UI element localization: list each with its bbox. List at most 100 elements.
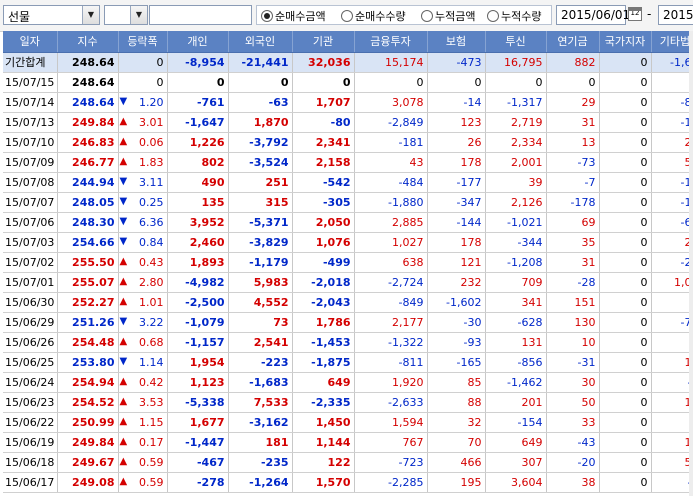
- table-row[interactable]: 15/06/19 249.84 ▲ 0.17 -1,447 181 1,144 767 70 64…: [3, 432, 693, 453]
- table-row[interactable]: 15/07/01 255.07 ▲ 2.80 -4,982 5,983 -2,018 -2,7…: [3, 272, 693, 293]
- retail-cell: 1,954: [167, 352, 229, 373]
- institution-cell-value: 0: [342, 75, 351, 89]
- retail-cell-value: 1,226: [189, 135, 225, 149]
- date-cell: 15/07/03: [3, 232, 58, 253]
- table-row[interactable]: 15/07/03 254.66 ▼ 0.84 2,460 -3,829 1,076 1,027…: [3, 232, 693, 253]
- table-row[interactable]: 15/06/29 251.26 ▼ 3.22 -1,079 73 1,786 2,177 -30…: [3, 312, 693, 333]
- index-cell: 248.64: [57, 52, 119, 73]
- change-cell-value: 0: [156, 55, 164, 69]
- pension-cell: 50: [546, 392, 600, 413]
- retail-cell-value: -1,079: [185, 315, 225, 329]
- insurance-cell-value: 466: [460, 455, 482, 469]
- institution-cell: -1,453: [292, 332, 355, 353]
- col-header[interactable]: 지수: [57, 31, 119, 53]
- col-header[interactable]: 국가지자: [599, 31, 652, 53]
- other-corp-cell: -199: [651, 172, 693, 193]
- table-row[interactable]: 15/06/18 249.67 ▲ 0.59 -467 -235 122 -723 466 307…: [3, 452, 693, 473]
- radio-net-buy-qty[interactable]: 순매수수량: [341, 8, 406, 24]
- insurance-cell-value: 123: [460, 115, 482, 129]
- institution-cell-value: 122: [327, 455, 351, 469]
- col-header[interactable]: 금융투자: [354, 31, 428, 53]
- vertical-scrollbar[interactable]: [689, 31, 693, 496]
- retail-cell-value: 1,677: [189, 415, 225, 429]
- table-row[interactable]: 15/06/26 254.48 ▲ 0.68 -1,157 2,541 -1,453 -1,3…: [3, 332, 693, 353]
- col-header[interactable]: 기타법인: [651, 31, 693, 53]
- financial-invest-cell: -723: [354, 452, 428, 473]
- market-select[interactable]: 선물 ▼: [3, 5, 100, 25]
- table-row[interactable]: 15/06/23 254.52 ▲ 3.53 -5,338 7,533 -2,335 -2,6…: [3, 392, 693, 413]
- col-header[interactable]: 연기금: [546, 31, 600, 53]
- end-date-input[interactable]: 2015/: [658, 5, 693, 25]
- table-row[interactable]: 15/07/14 248.64 ▼ 1.20 -761 -63 1,707 3,078 -14 -…: [3, 92, 693, 113]
- table-row[interactable]: 15/06/17 249.08 ▲ 0.59 -278 -1,264 1,570 -2,285…: [3, 472, 693, 493]
- col-header[interactable]: 보험: [427, 31, 486, 53]
- government-cell-value: 0: [640, 55, 648, 69]
- radio-cumulative-amount[interactable]: 누적금액: [421, 8, 475, 24]
- insurance-cell-value: 121: [460, 255, 482, 269]
- foreign-cell-value: 315: [265, 195, 289, 209]
- start-date-input[interactable]: 2015/06/01: [556, 5, 630, 25]
- date-cell: 15/07/01: [3, 272, 58, 293]
- calendar-icon[interactable]: 12: [628, 7, 642, 21]
- pension-cell-value: 35: [581, 235, 596, 249]
- pension-cell: 0: [546, 72, 600, 93]
- other-corp-cell: 69: [651, 332, 693, 353]
- table-row[interactable]: 15/07/09 246.77 ▲ 1.83 802 -3,524 2,158 43 178 2,…: [3, 152, 693, 173]
- date-cell: 15/07/10: [3, 132, 58, 153]
- insurance-cell-value: -93: [463, 335, 482, 349]
- col-header[interactable]: 외국인: [228, 31, 293, 53]
- investment-trust-cell-value: -1,208: [507, 255, 543, 269]
- radio-net-buy-amount[interactable]: 순매수금액: [261, 8, 326, 24]
- chevron-down-icon[interactable]: ▼: [130, 6, 147, 24]
- summary-row[interactable]: 기간합계 248.64 0 -8,954 -21,441 32,036 15,174 -473…: [3, 52, 693, 73]
- foreign-cell: 5,983: [228, 272, 293, 293]
- financial-invest-cell: 1,027: [354, 232, 428, 253]
- date-cell-value: 기간합계: [5, 56, 46, 69]
- chevron-down-icon[interactable]: ▼: [82, 6, 99, 24]
- institution-cell: 1,786: [292, 312, 355, 333]
- pension-cell-value: 882: [574, 55, 596, 69]
- insurance-cell-value: -473: [456, 55, 482, 69]
- col-header[interactable]: 개인: [167, 31, 229, 53]
- foreign-cell-value: 251: [265, 175, 289, 189]
- financial-invest-cell: 15,174: [354, 52, 428, 73]
- table-row[interactable]: 15/06/22 250.99 ▲ 1.15 1,677 -3,162 1,450 1,594…: [3, 412, 693, 433]
- date-cell-value: 15/06/24: [5, 375, 55, 389]
- table-row[interactable]: 15/07/13 249.84 ▲ 3.01 -1,647 1,870 -80 -2,849 1…: [3, 112, 693, 133]
- pension-cell: 130: [546, 312, 600, 333]
- other-corp-cell-value: 563: [685, 156, 693, 169]
- col-header[interactable]: 등락폭: [118, 31, 168, 53]
- institution-cell-value: 2,341: [315, 135, 351, 149]
- col-header[interactable]: 투신: [485, 31, 547, 53]
- code-select[interactable]: ▼: [104, 5, 148, 25]
- table-row[interactable]: 15/06/25 253.80 ▼ 1.14 1,954 -223 -1,875 -811 -1…: [3, 352, 693, 373]
- search-input[interactable]: [149, 5, 252, 25]
- foreign-cell-value: 7,533: [253, 395, 289, 409]
- institution-cell-value: -1,875: [311, 355, 351, 369]
- investment-trust-cell: 307: [485, 452, 547, 473]
- date-cell: 15/06/17: [3, 472, 58, 493]
- table-row[interactable]: 15/06/30 252.27 ▲ 1.01 -2,500 4,552 -2,043 -849…: [3, 292, 693, 313]
- table-row[interactable]: 15/06/24 254.94 ▲ 0.42 1,123 -1,683 649 1,920 85…: [3, 372, 693, 393]
- table-row[interactable]: 15/07/02 255.50 ▲ 0.43 1,893 -1,179 -499 638 121…: [3, 252, 693, 273]
- table-row[interactable]: 15/07/10 246.83 ▲ 0.06 1,226 -3,792 2,341 -181 2…: [3, 132, 693, 153]
- radio-cumulative-qty[interactable]: 누적수량: [487, 8, 541, 24]
- institution-cell-value: -1,453: [311, 335, 351, 349]
- table-row[interactable]: 15/07/08 244.94 ▼ 3.11 490 251 -542 -484 -177 39 -…: [3, 172, 693, 193]
- col-header[interactable]: 기관: [292, 31, 355, 53]
- pension-cell: 69: [546, 212, 600, 233]
- financial-invest-cell-value: -849: [398, 295, 424, 309]
- radio-label: 누적수량: [501, 10, 542, 23]
- insurance-cell: 0: [427, 72, 486, 93]
- col-header[interactable]: 일자: [3, 31, 58, 53]
- pension-cell-value: -7: [584, 175, 596, 189]
- government-cell-value: 0: [640, 315, 648, 329]
- table-row[interactable]: 15/07/07 248.05 ▼ 0.25 135 315 -305 -1,880 -347 2…: [3, 192, 693, 213]
- table-row[interactable]: 15/07/06 248.30 ▼ 6.36 3,952 -5,371 2,050 2,885…: [3, 212, 693, 233]
- index-cell: 249.67: [57, 452, 119, 473]
- date-cell: 15/07/06: [3, 212, 58, 233]
- pension-cell: 38: [546, 472, 600, 493]
- government-cell-value: 0: [640, 195, 648, 209]
- institution-cell: 2,341: [292, 132, 355, 153]
